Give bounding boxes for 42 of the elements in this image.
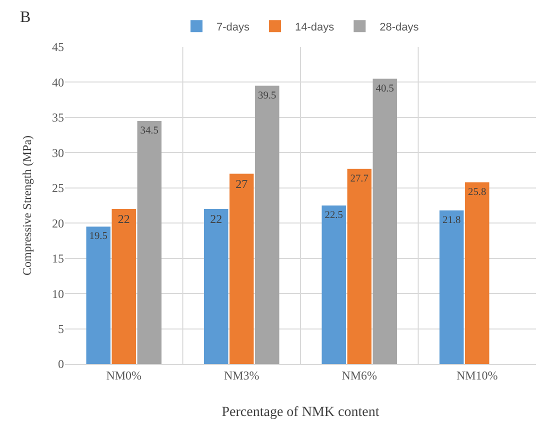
y-tick-label: 45	[52, 40, 64, 54]
data-label: 22	[210, 212, 222, 226]
y-tick-label: 15	[52, 252, 64, 266]
bar	[230, 174, 254, 364]
data-label: 25.8	[468, 186, 486, 198]
y-axis-title: Compressive Strength (MPa)	[20, 136, 34, 276]
legend-label: 28-days	[380, 21, 420, 34]
x-axis-title: Percentage of NMK content	[222, 405, 380, 420]
data-label: 27	[236, 176, 248, 191]
data-label: 27.7	[350, 173, 368, 184]
data-label: 34.5	[140, 126, 158, 137]
x-tick-label: NM10%	[456, 368, 498, 382]
y-tick-label: 30	[52, 146, 64, 160]
text: B	[20, 9, 31, 26]
y-tick-label: 40	[52, 75, 64, 90]
y-tick-label: 5	[58, 322, 64, 336]
x-tick-label: NM6%	[342, 368, 378, 382]
bar	[465, 182, 490, 364]
bar	[112, 209, 136, 364]
data-label: 22.5	[324, 210, 343, 222]
legend-label: 7-days	[216, 21, 250, 34]
y-tick-label: 10	[52, 286, 64, 301]
data-label: 19.5	[89, 231, 108, 242]
bar	[439, 210, 464, 364]
data-label: 40.5	[376, 83, 394, 94]
bar	[322, 206, 346, 364]
x-tick-label: NM3%	[224, 368, 260, 382]
y-tick-label: 35	[52, 110, 64, 125]
data-label: 21.8	[442, 214, 461, 226]
bar	[137, 120, 162, 364]
bar	[255, 86, 280, 364]
data-label: 22	[118, 212, 130, 226]
data-label: 39.5	[258, 90, 276, 102]
legend-label: 14-days	[295, 21, 335, 34]
bar	[204, 209, 228, 364]
bar	[372, 78, 398, 364]
bar	[347, 168, 372, 364]
y-tick-label: 0	[58, 357, 64, 372]
x-tick-label: NM0%	[106, 368, 142, 382]
y-tick-label: 20	[52, 216, 64, 230]
y-tick-label: 25	[52, 181, 64, 196]
bar	[86, 226, 110, 364]
